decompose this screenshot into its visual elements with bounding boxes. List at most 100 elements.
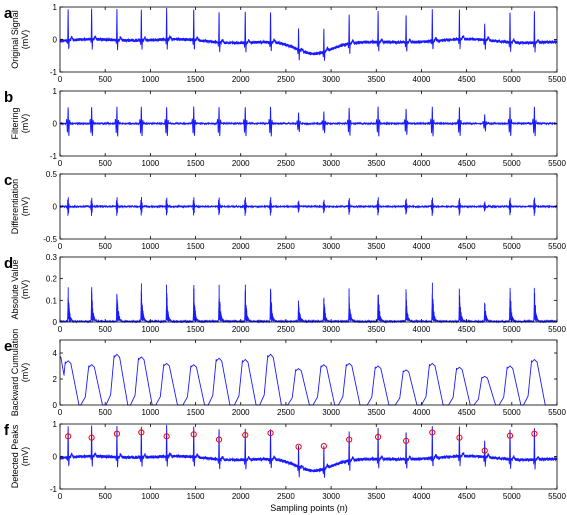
peak-marker-1 (88, 434, 95, 441)
x-tick-label-d-4: 2000 (232, 325, 250, 334)
y-tick-label-a-0: 1 (53, 3, 58, 12)
x-tick-label-a-10: 5000 (503, 75, 521, 84)
x-tick-label-d-6: 3000 (322, 325, 340, 334)
axes-frame-d (59, 256, 558, 323)
x-tick-label-e-3: 1500 (187, 408, 205, 417)
y-axis-label-a-0: Original Signal (10, 10, 20, 69)
x-tick-label-f-11: 5500 (548, 492, 566, 501)
panel-label-d: d (4, 255, 13, 272)
x-tick-label-e-0: 0 (58, 408, 63, 417)
x-tick-label-a-6: 3000 (322, 75, 340, 84)
peak-marker-12 (374, 433, 382, 441)
panel-label-a: a (4, 5, 13, 22)
x-tick-label-e-4: 2000 (232, 408, 250, 417)
x-tick-label-d-1: 500 (99, 325, 113, 334)
x-tick-label-d-10: 5000 (503, 325, 521, 334)
x-tick-label-b-5: 2500 (277, 159, 295, 168)
x-tick-label-b-1: 500 (99, 159, 113, 168)
signal-line-e (59, 353, 557, 406)
y-tick-label-a-2: -1 (50, 68, 58, 77)
peak-marker-14 (429, 429, 436, 436)
x-tick-label-c-4: 2000 (232, 242, 250, 251)
x-tick-label-c-0: 0 (58, 242, 63, 251)
panel-label-b: b (4, 89, 13, 106)
y-tick-label-e-1: 2 (53, 375, 58, 384)
y-tick-label-d-2: 0.1 (46, 296, 58, 305)
x-tick-label-d-7: 3500 (367, 325, 385, 334)
x-tick-label-e-9: 4500 (458, 408, 476, 417)
x-axis-label: Sampling points (n) (270, 503, 348, 513)
y-tick-label-f-0: 1 (53, 420, 58, 429)
x-tick-label-c-2: 1000 (141, 242, 159, 251)
x-tick-label-a-2: 1000 (141, 75, 159, 84)
x-tick-label-d-8: 4000 (413, 325, 431, 334)
x-tick-label-d-3: 1500 (187, 325, 205, 334)
x-tick-label-c-8: 4000 (413, 242, 431, 251)
y-tick-label-f-1: 0 (53, 453, 58, 462)
x-tick-label-a-11: 5500 (548, 75, 566, 84)
x-tick-label-c-11: 5500 (548, 242, 566, 251)
x-tick-label-e-8: 4000 (413, 408, 431, 417)
panel-label-f: f (4, 422, 10, 439)
x-tick-label-a-7: 3500 (367, 75, 385, 84)
y-tick-label-d-3: 0 (53, 318, 58, 327)
x-tick-label-c-1: 500 (99, 242, 113, 251)
x-tick-label-c-10: 5000 (503, 242, 521, 251)
y-axis-label-c-1: (mV) (20, 197, 30, 217)
peak-marker-7 (242, 431, 249, 439)
peak-marker-8 (267, 430, 274, 437)
y-axis-label-e-0: Backward Cumulation (10, 329, 20, 417)
x-tick-label-d-9: 4500 (458, 325, 476, 334)
y-tick-label-b-0: 1 (53, 87, 58, 96)
x-tick-label-e-6: 3000 (322, 408, 340, 417)
y-axis-label-b-1: (mV) (20, 114, 30, 134)
x-tick-label-f-3: 1500 (187, 492, 205, 501)
x-tick-label-f-5: 2500 (277, 492, 295, 501)
x-tick-label-c-9: 4500 (458, 242, 476, 251)
signal-line-c (59, 197, 558, 216)
panel-label-c: c (4, 172, 12, 189)
x-tick-label-e-11: 5500 (548, 408, 566, 417)
y-tick-label-c-0: 0.5 (46, 170, 58, 179)
x-tick-label-f-0: 0 (58, 492, 63, 501)
x-tick-label-b-10: 5000 (503, 159, 521, 168)
x-tick-label-c-5: 2500 (277, 242, 295, 251)
x-tick-label-b-8: 4000 (413, 159, 431, 168)
y-axis-label-d-0: Absolute Value (10, 260, 20, 320)
peak-marker-0 (65, 433, 72, 440)
x-tick-label-e-7: 3500 (367, 408, 385, 417)
peak-marker-17 (506, 432, 514, 439)
y-axis-label-b-0: Filtering (10, 107, 20, 139)
x-tick-label-d-2: 1000 (141, 325, 159, 334)
x-tick-label-a-5: 2500 (277, 75, 295, 84)
signal-line-a (59, 7, 558, 61)
peak-marker-10 (320, 443, 327, 450)
y-tick-label-d-0: 0.3 (46, 253, 58, 262)
y-axis-label-d-1: (mV) (20, 280, 30, 300)
peak-marker-16 (481, 447, 488, 454)
y-tick-label-e-2: 0 (53, 401, 58, 410)
y-tick-label-d-1: 0.2 (46, 275, 58, 284)
x-tick-label-e-1: 500 (99, 408, 113, 417)
y-axis-label-a-1: (mV) (20, 30, 30, 50)
y-axis-label-c-0: Differentiation (10, 179, 20, 234)
x-tick-label-f-4: 2000 (232, 492, 250, 501)
x-tick-label-a-3: 1500 (187, 75, 205, 84)
x-tick-label-a-4: 2000 (232, 75, 250, 84)
x-tick-label-d-5: 2500 (277, 325, 295, 334)
y-axis-label-f-0: Detected Peaks (10, 424, 20, 488)
x-tick-label-b-11: 5500 (548, 159, 566, 168)
peak-marker-11 (346, 436, 353, 443)
x-tick-label-b-4: 2000 (232, 159, 250, 168)
peak-marker-5 (190, 431, 197, 438)
x-tick-label-c-6: 3000 (322, 242, 340, 251)
x-tick-label-e-10: 5000 (503, 408, 521, 417)
signal-line-d (59, 282, 558, 324)
x-tick-label-f-9: 4500 (458, 492, 476, 501)
